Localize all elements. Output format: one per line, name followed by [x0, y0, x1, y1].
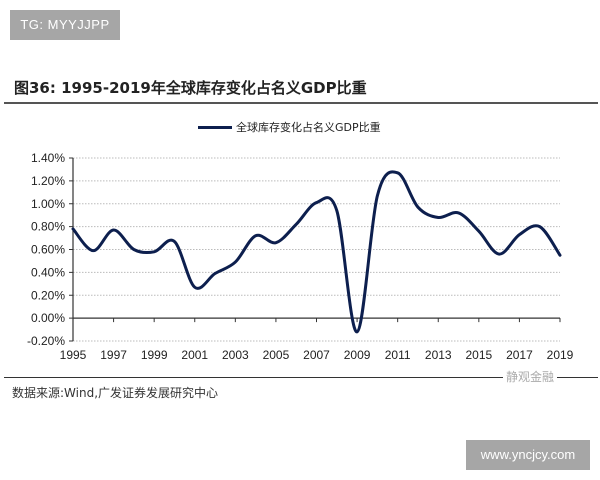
source-note: 数据来源:Wind,广发证券发展研究中心 [12, 386, 219, 400]
y-tick-label: 0.20% [31, 288, 65, 302]
series-line [71, 170, 562, 334]
watermark-top: TG: MYYJJPP [10, 10, 120, 40]
watermark-mid: 静观金融 [503, 368, 558, 385]
legend-swatch [198, 125, 232, 129]
y-tick-label: 0.00% [31, 311, 65, 325]
x-tick-label: 1995 [60, 348, 87, 362]
x-tick-label: 2013 [425, 348, 452, 362]
x-tick-label: 2017 [506, 348, 533, 362]
source-divider [4, 377, 598, 378]
y-tick-label: 0.60% [31, 243, 65, 257]
x-tick-label: 2009 [344, 348, 371, 362]
figure-title: 图36: 1995-2019年全球库存变化占名义GDP比重 [14, 79, 367, 97]
x-tick-label: 2011 [385, 348, 411, 362]
y-tick-label: 1.20% [31, 174, 65, 188]
legend-label: 全球库存变化占名义GDP比重 [236, 121, 381, 134]
x-tick-label: 2005 [263, 348, 290, 362]
x-tick-label: 2003 [222, 348, 249, 362]
y-tick-label: 1.00% [31, 197, 65, 211]
x-tick-label: 1999 [141, 348, 168, 362]
x-tick-label: 2007 [303, 348, 330, 362]
x-tick-label: 2001 [181, 348, 208, 362]
chart-legend: 全球库存变化占名义GDP比重 [198, 119, 381, 135]
x-tick-label: 1997 [100, 348, 127, 362]
x-tick-label: 2015 [465, 348, 492, 362]
x-tick-label: 2019 [547, 348, 574, 362]
watermark-bottom: www.yncjcy.com [466, 440, 590, 470]
y-tick-label: 1.40% [31, 151, 65, 165]
y-tick-label: -0.20% [27, 334, 65, 348]
title-divider [4, 102, 598, 104]
y-tick-label: 0.80% [31, 220, 65, 234]
y-tick-label: 0.40% [31, 265, 65, 279]
line-chart: -0.20% 0.00% 0.20% 0.40% 0.60% 0.80% 1.00% 1.20… [27, 151, 574, 362]
